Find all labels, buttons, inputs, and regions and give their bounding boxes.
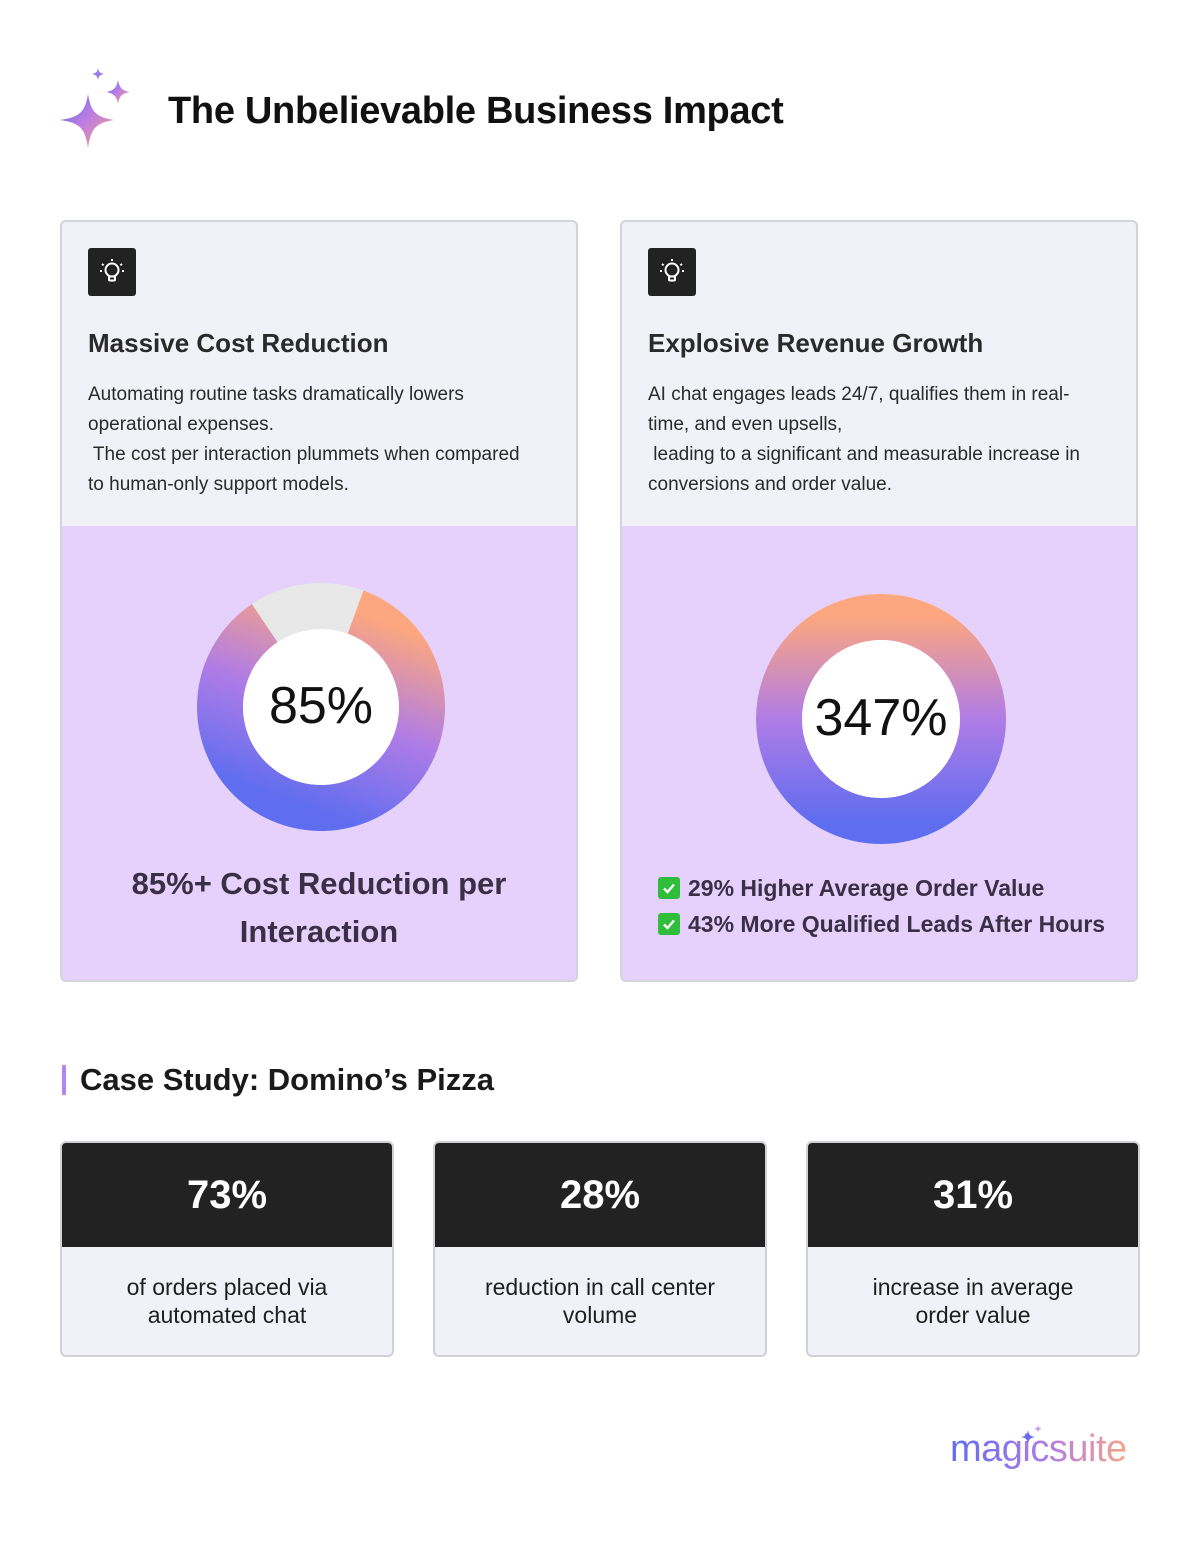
check-item: 43% More Qualified Leads After Hours [658,906,1105,942]
cost-donut-fill [197,583,445,831]
revenue-donut-label: 347% [814,689,948,747]
case-study-title: Case Study: Domino’s Pizza [80,1062,494,1097]
card-chart-panel: 347% 29% Higher Average Order Value 43% … [622,526,1136,980]
lightbulb-icon [648,248,696,296]
accent-bar [62,1065,66,1095]
stat-card: 31% increase in average order value [806,1141,1140,1357]
stat-value: 28% [435,1143,765,1247]
card-chart-panel: 85% 85%+ Cost Reduction per Interaction [62,526,576,980]
stat-label: reduction in call center volume [484,1274,716,1328]
check-item: 29% Higher Average Order Value [658,870,1105,906]
stat-label: of orders placed via automated chat [126,1274,328,1328]
revenue-growth-card: Explosive Revenue Growth AI chat engages… [620,220,1138,982]
cost-reduction-card: Massive Cost Reduction Automating routin… [60,220,578,982]
page-header: The Unbelievable Business Impact [58,66,784,156]
card-description: Automating routine tasks dramatically lo… [88,384,520,495]
cost-donut-chart [197,583,445,831]
sparkle-icon [1021,1425,1042,1444]
cost-caption: 85%+ Cost Reduction per Interaction [131,866,507,949]
stat-label: increase in average order value [872,1274,1074,1328]
revenue-donut-fill [756,594,1006,844]
page-title: The Unbelievable Business Impact [168,89,784,132]
revenue-checklist: 29% Higher Average Order Value 43% More … [658,870,1105,942]
cost-donut-label: 85% [268,677,374,735]
card-title: Explosive Revenue Growth [648,328,984,358]
revenue-donut-chart [756,594,1006,844]
lightbulb-icon [88,248,136,296]
card-title: Massive Cost Reduction [88,328,389,358]
stat-card: 73% of orders placed via automated chat [60,1141,394,1357]
checkmark-icon [658,877,680,899]
brand-logo: magicsuite [950,1425,1127,1471]
card-description: AI chat engages leads 24/7, qualifies th… [648,384,1080,495]
checkmark-icon [658,913,680,935]
case-study-heading: Case Study: Domino’s Pizza [62,1062,494,1098]
stat-value: 73% [62,1143,392,1247]
brand-name: magicsuite [950,1428,1127,1470]
stat-card: 28% reduction in call center volume [433,1141,767,1357]
sparkle-icon [60,68,130,148]
stat-value: 31% [808,1143,1138,1247]
